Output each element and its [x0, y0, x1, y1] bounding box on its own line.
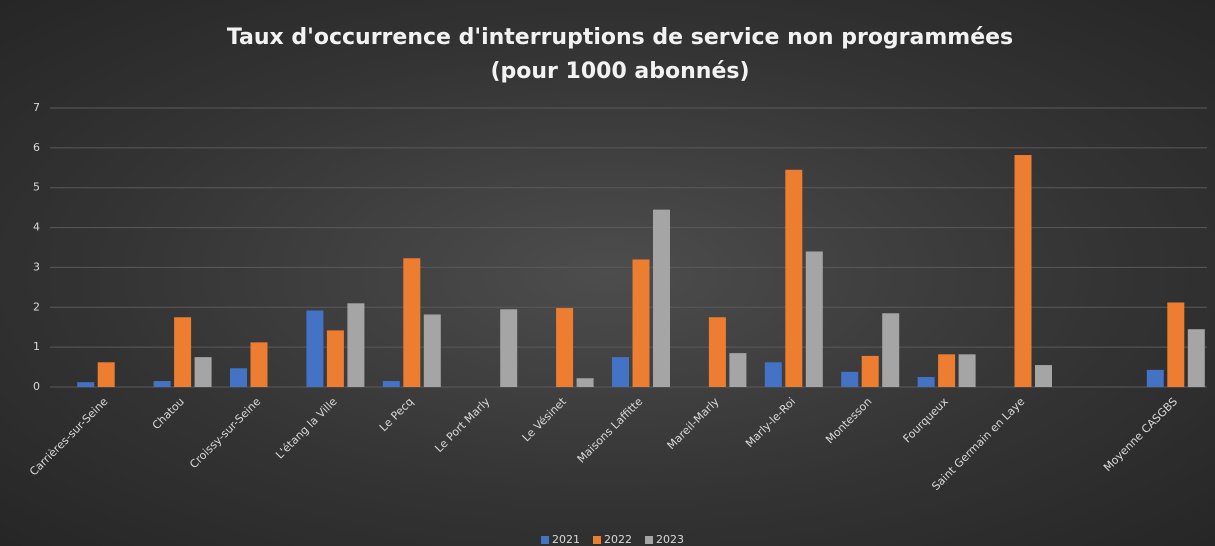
- legend-swatch: [645, 536, 653, 544]
- bar: [882, 313, 900, 387]
- legend-label: 2022: [604, 533, 632, 546]
- x-tick-label: Carrières-sur-Seine: [27, 395, 111, 479]
- legend-label: 2023: [656, 533, 684, 546]
- x-tick-label: Fourqueux: [901, 395, 952, 446]
- bar: [785, 169, 803, 387]
- x-tick-label: Le Vésinet: [520, 395, 570, 445]
- bar: [576, 378, 594, 387]
- bar: [917, 377, 935, 387]
- bar: [1014, 155, 1032, 387]
- x-tick-label: Maisons Laffitte: [575, 395, 646, 466]
- bar: [77, 382, 95, 387]
- y-tick-label: 1: [33, 340, 40, 353]
- bar: [1167, 302, 1185, 387]
- x-tick-label: Chatou: [150, 395, 187, 432]
- bar: [632, 259, 650, 387]
- bar: [1187, 329, 1205, 387]
- bar: [861, 355, 879, 387]
- bar: [423, 314, 441, 387]
- bar: [194, 357, 212, 387]
- bar: [347, 303, 365, 387]
- bar: [153, 381, 171, 387]
- x-tick-label: Mareil-Marly: [665, 395, 722, 452]
- x-tick-label: Montesson: [823, 395, 874, 446]
- x-tick-label: Moyenne CASGBS: [1101, 395, 1180, 474]
- legend-swatch: [593, 536, 601, 544]
- legend-label: 2021: [552, 533, 580, 546]
- x-tick-label: Le Port Marly: [432, 395, 492, 455]
- legend-swatch: [541, 536, 549, 544]
- bar: [805, 251, 823, 387]
- bar: [556, 308, 574, 387]
- bar: [250, 342, 268, 387]
- bar: [403, 258, 421, 387]
- bar: [708, 317, 726, 387]
- bar: [230, 368, 247, 387]
- bar: [306, 310, 324, 387]
- y-tick-label: 0: [33, 380, 40, 393]
- bar: [382, 381, 400, 387]
- bar: [500, 309, 518, 387]
- bar: [1146, 369, 1164, 387]
- chart-title: (pour 1000 abonnés): [490, 59, 749, 84]
- y-tick-label: 7: [33, 101, 40, 114]
- y-tick-label: 2: [33, 300, 40, 313]
- x-tick-label: Croissy-sur-Seine: [187, 395, 263, 471]
- bar: [729, 353, 747, 387]
- y-tick-label: 5: [33, 181, 40, 194]
- chart-title: Taux d'occurrence d'interruptions de ser…: [227, 25, 1013, 50]
- bar: [653, 209, 670, 387]
- bar: [764, 362, 782, 387]
- bar: [326, 330, 344, 387]
- x-tick-label: L'étang la Ville: [273, 395, 340, 462]
- bar: [938, 354, 956, 387]
- y-tick-label: 3: [33, 260, 40, 273]
- x-tick-label: Marly-le-Roi: [743, 395, 798, 450]
- bar: [1035, 365, 1052, 387]
- x-tick-label: Le Pecq: [377, 395, 416, 434]
- bar: [174, 317, 192, 387]
- bar: [612, 357, 629, 387]
- y-tick-label: 6: [33, 141, 40, 154]
- y-tick-label: 4: [33, 221, 40, 234]
- bar: [97, 362, 115, 387]
- bar: [958, 354, 976, 387]
- bar: [841, 371, 859, 387]
